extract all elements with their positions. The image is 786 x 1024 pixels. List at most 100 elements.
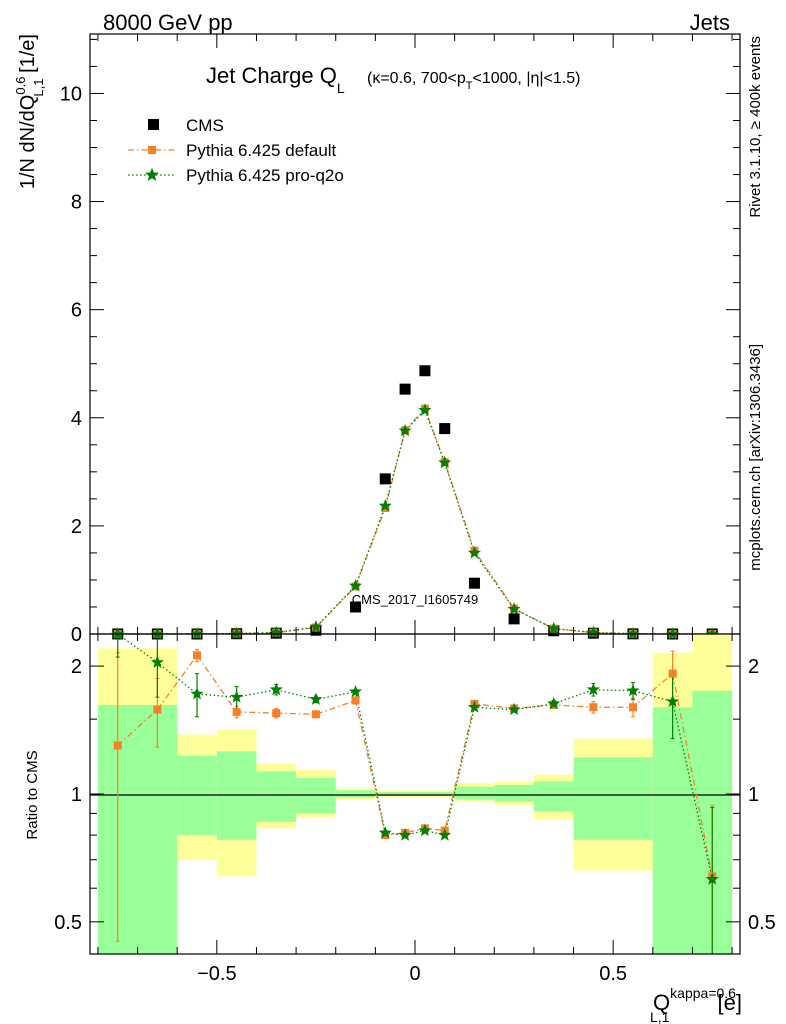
pythia-proq2o-point	[269, 625, 283, 639]
ratio-band-inner	[97, 704, 178, 954]
main-ylabel-a: 1/N dN/dQ	[17, 95, 39, 189]
ratio-xlabel: Qkappa=0.6 L,1 [e]	[650, 985, 742, 1024]
ratio-plot-frame	[89, 633, 741, 955]
main-ytick-label: 8	[71, 192, 82, 214]
plot-title: Jet Charge QL	[206, 63, 345, 96]
ratio-plot-axes: 0.5 0.5 1 1 2 2 −0.5 0 0.5	[54, 634, 776, 985]
ratio-proq2o-point	[190, 687, 204, 700]
main-ytick-label: 0	[71, 624, 82, 646]
ratio-proq2o-point	[378, 825, 392, 839]
ratio-proq2o-point	[398, 828, 412, 841]
ratio-proq2o-point	[626, 683, 640, 697]
ratio-default-point	[589, 703, 598, 712]
ratio-default-point	[193, 651, 202, 660]
legend-cms-marker	[148, 119, 159, 130]
ratio-band-inner	[375, 792, 455, 796]
ratio-default-point	[232, 707, 241, 716]
ratio-default-point	[153, 705, 162, 714]
main-ytick-label: 2	[71, 516, 82, 538]
pythia-proq2o-point	[418, 403, 432, 416]
main-ylabel-sup: 0.6	[13, 77, 28, 95]
ratio-ytick-label: 2	[71, 656, 82, 678]
pythia-proq2o-point	[309, 620, 323, 633]
ratio-proq2o-point	[309, 692, 323, 705]
pythia-proq2o-point	[438, 455, 452, 469]
ratio-proq2o-point	[230, 690, 244, 703]
pythia-proq2o-point	[398, 423, 412, 437]
pythia-proq2o-point	[348, 579, 363, 592]
ratio-band-inner	[296, 778, 336, 814]
ratio-band-inner	[494, 784, 534, 802]
ratio-xtick-label: 0.5	[599, 963, 627, 985]
ratio-ytick-label: 0.5	[54, 912, 82, 934]
header-left-label: 8000 GeV pp	[103, 10, 233, 35]
ratio-proq2o-point	[150, 655, 164, 668]
cms-data-point	[419, 365, 431, 377]
ratio-xlabel-sup: kappa=0.6	[670, 985, 736, 1001]
main-ytick-label: 10	[60, 83, 82, 105]
pythia-proq2o-point	[467, 546, 482, 559]
legend-default-label: Pythia 6.425 default	[186, 141, 337, 160]
main-ylabel-b: [1/e]	[17, 34, 39, 78]
pythia-proq2o-point	[547, 621, 561, 635]
main-ylabel-sub: L,1	[31, 78, 46, 96]
ratio-band-inner	[454, 786, 495, 800]
ratio-proq2o-point	[269, 682, 283, 696]
pythia-proq2o-point	[507, 602, 521, 615]
ratio-proq2o-point	[586, 682, 600, 696]
ratio-uncertainty-bands	[97, 634, 733, 954]
ratio-default-point	[311, 710, 320, 719]
ratio-ytick-label-right: 2	[748, 656, 759, 678]
ratio-default-point	[668, 669, 677, 678]
legend-proq2o-marker	[144, 167, 160, 182]
ratio-plot-panel: 0.5 0.5 1 1 2 2 −0.5 0 0.5 Ratio to CMS Qkappa=0…	[24, 627, 776, 1024]
ratio-proq2o-point	[438, 828, 452, 841]
plot-title-conditions: (κ=0.6, 700<pT<1000, |η|<1.5)	[367, 70, 580, 92]
ratio-proq2o-point	[467, 700, 482, 713]
ratio-plot-data	[111, 627, 719, 955]
ratio-xlabel-main: Q	[653, 990, 670, 1015]
ratio-default-line	[117, 654, 713, 877]
ratio-default-point	[272, 709, 281, 718]
main-ylabel: 1/N dN/dQ0.6 L,1 [1/e]	[13, 34, 46, 189]
ratio-proq2o-point	[705, 872, 719, 885]
cms-data-point	[439, 423, 451, 435]
pythia-proq2o-point	[626, 626, 640, 640]
main-plot-panel: 0 2 4 6 8 10 Jet Charge QL (κ=0.6, 700<pT<100…	[13, 33, 741, 646]
ratio-proq2o-line	[117, 633, 713, 880]
ratio-xtick-label: −0.5	[197, 963, 236, 985]
ratio-proq2o-point	[666, 694, 680, 708]
plot-title-sub: L	[337, 80, 345, 96]
cms-data-point	[350, 601, 362, 613]
ratio-band-inner	[533, 781, 574, 812]
ratio-ytick-label: 1	[71, 784, 82, 806]
ratio-band-inner	[573, 757, 653, 840]
cms-data-point	[468, 577, 480, 589]
legend-default-marker	[148, 146, 156, 154]
legend-star-shape	[144, 167, 160, 182]
pythia-proq2o-point	[190, 626, 204, 640]
ratio-proq2o-point	[507, 702, 521, 716]
pythia-proq2o-point	[586, 625, 600, 639]
legend-cms-label: CMS	[186, 116, 224, 135]
ratio-band-inner	[335, 790, 376, 798]
ratio-xtick-label: 0	[409, 963, 420, 985]
ratio-proq2o-point	[418, 823, 432, 837]
ratio-xlabel-sub: L,1	[650, 1009, 670, 1024]
main-ytick-label: 4	[71, 408, 82, 430]
cms-data-point	[399, 383, 411, 395]
mcplots-credit-label: mcplots.cern.ch [arXiv:1306.3436]	[747, 344, 764, 571]
ratio-ytick-label-right: 1	[748, 784, 759, 806]
ratio-band-inner	[256, 771, 297, 822]
pythia-proq2o-point	[378, 499, 392, 512]
main-ytick-label: 6	[71, 300, 82, 322]
plot-title-cond-b: <1000, |η|<1.5)	[472, 70, 580, 87]
ratio-ylabel: Ratio to CMS	[24, 750, 41, 839]
ratio-default-point	[351, 696, 360, 705]
ratio-proq2o-point	[547, 696, 561, 710]
header-right-label: Jets	[690, 10, 730, 35]
rivet-version-label: Rivet 3.1.10, ≥ 400k events	[747, 36, 764, 218]
plot-title-main: Jet Charge Q	[206, 63, 337, 88]
plot-title-cond-sub: T	[466, 80, 473, 92]
